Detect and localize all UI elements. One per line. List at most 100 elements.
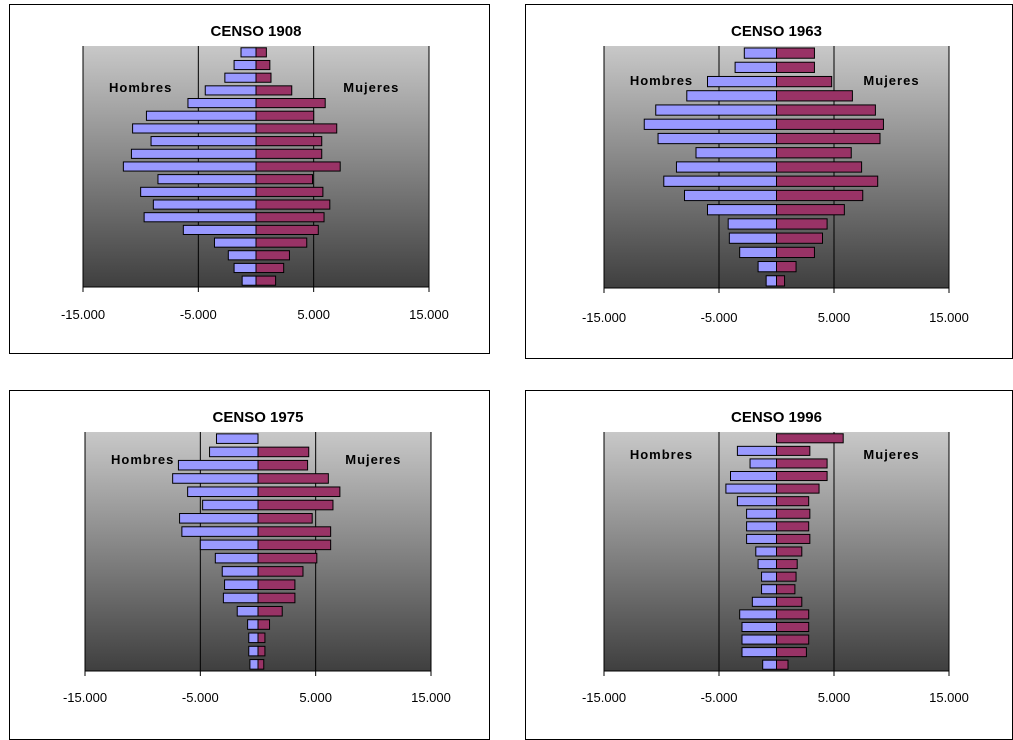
chart-panel-1996: -15.000 -5.000 5.000 15.000 CENSO 1996 Hombre… <box>525 390 1013 740</box>
bar-hombres <box>233 59 257 71</box>
bar-mujeres <box>776 75 833 88</box>
bar-mujeres <box>255 275 277 286</box>
bar-mujeres <box>257 579 296 590</box>
bar-hombres <box>755 546 778 557</box>
bar-mujeres <box>257 552 318 564</box>
pyramid-chart-1963: -15.000 -5.000 5.000 15.000 CENSO 1963 Hombre… <box>582 23 969 325</box>
bar-mujeres <box>776 647 807 658</box>
bar-hombres <box>202 499 259 511</box>
x-tick-label: 5.000 <box>297 307 330 322</box>
label-mujeres: Mujeres <box>345 452 401 467</box>
bar-hombres <box>663 175 777 187</box>
bar-mujeres <box>255 212 325 223</box>
label-mujeres: Mujeres <box>343 80 399 95</box>
bar-hombres <box>204 85 257 96</box>
bar-hombres <box>187 486 259 498</box>
bar-mujeres <box>255 136 323 147</box>
bar-hombres <box>741 634 777 645</box>
bar-hombres <box>657 132 777 145</box>
x-tick-label: -15.000 <box>582 690 626 705</box>
bar-hombres <box>221 566 259 577</box>
bar-mujeres <box>255 110 315 121</box>
bar-hombres <box>157 174 257 185</box>
bar-mujeres <box>255 148 323 159</box>
chart-title: CENSO 1975 <box>213 409 304 426</box>
x-tick-label: 5.000 <box>818 690 851 705</box>
bar-hombres <box>730 470 777 482</box>
bar-hombres <box>707 75 777 88</box>
bar-hombres <box>172 473 259 484</box>
bar-mujeres <box>776 433 844 444</box>
bar-hombres <box>122 161 257 172</box>
bar-mujeres <box>257 566 304 577</box>
bar-mujeres <box>255 174 314 185</box>
bar-mujeres <box>255 161 341 172</box>
bar-mujeres <box>776 483 820 494</box>
bar-hombres <box>675 161 777 173</box>
bar-mujeres <box>776 571 797 582</box>
chart-title: CENSO 1963 <box>731 23 822 40</box>
bar-hombres <box>150 136 257 147</box>
bar-mujeres <box>257 446 310 458</box>
bar-hombres <box>227 250 257 261</box>
bar-hombres <box>761 571 778 582</box>
bar-mujeres <box>776 458 828 469</box>
bar-mujeres <box>776 132 881 145</box>
bar-mujeres <box>255 262 285 274</box>
bar-mujeres <box>776 445 811 456</box>
bar-mujeres <box>776 61 815 73</box>
bar-hombres <box>741 621 777 633</box>
bar-hombres <box>236 605 259 617</box>
bar-mujeres <box>776 189 864 202</box>
bar-hombres <box>757 559 778 570</box>
bar-hombres <box>741 647 777 658</box>
bar-mujeres <box>255 59 271 71</box>
bar-hombres <box>145 110 257 121</box>
bar-hombres <box>182 224 257 235</box>
label-hombres: Hombres <box>111 452 174 467</box>
bar-mujeres <box>776 609 810 620</box>
bar-hombres <box>728 232 778 244</box>
bar-mujeres <box>776 559 798 570</box>
pyramid-chart-1975: -15.000 -5.000 5.000 15.000 CENSO 1975 Hombre… <box>63 409 451 705</box>
bar-mujeres <box>255 123 338 134</box>
bar-hombres <box>247 619 259 630</box>
bar-hombres <box>736 496 777 507</box>
x-tick-label: 15.000 <box>411 690 451 705</box>
bar-mujeres <box>776 147 852 159</box>
bar-mujeres <box>776 508 811 519</box>
chart-panel-1975: -15.000 -5.000 5.000 15.000 CENSO 1975 Hombre… <box>9 390 490 740</box>
x-tick-label: -5.000 <box>182 690 219 705</box>
x-tick-label: 5.000 <box>299 690 332 705</box>
x-tick-label: 15.000 <box>929 310 969 325</box>
bar-hombres <box>686 90 777 102</box>
bar-mujeres <box>257 486 341 498</box>
label-mujeres: Mujeres <box>863 447 919 462</box>
x-tick-label: -15.000 <box>582 310 626 325</box>
bar-hombres <box>746 521 778 532</box>
label-hombres: Hombres <box>109 80 172 95</box>
bar-mujeres <box>255 250 290 261</box>
bar-hombres <box>643 118 777 130</box>
bar-mujeres <box>255 72 272 83</box>
bar-hombres <box>152 199 257 210</box>
bar-mujeres <box>776 521 810 532</box>
bar-mujeres <box>776 496 810 507</box>
label-hombres: Hombres <box>630 73 693 88</box>
bar-mujeres <box>257 513 313 524</box>
bar-hombres <box>757 261 778 273</box>
bar-hombres <box>213 237 257 248</box>
bar-hombres <box>655 104 777 116</box>
x-tick-label: 15.000 <box>929 690 969 705</box>
bar-hombres <box>746 533 778 544</box>
bar-hombres <box>765 275 777 287</box>
bar-mujeres <box>255 186 324 197</box>
bar-hombres <box>224 579 259 590</box>
bar-hombres <box>222 592 259 604</box>
bar-mujeres <box>257 645 266 657</box>
bar-mujeres <box>776 232 823 244</box>
bar-hombres <box>130 148 257 159</box>
x-tick-label: -5.000 <box>180 307 217 322</box>
bar-hombres <box>739 246 777 259</box>
bar-mujeres <box>776 47 815 59</box>
